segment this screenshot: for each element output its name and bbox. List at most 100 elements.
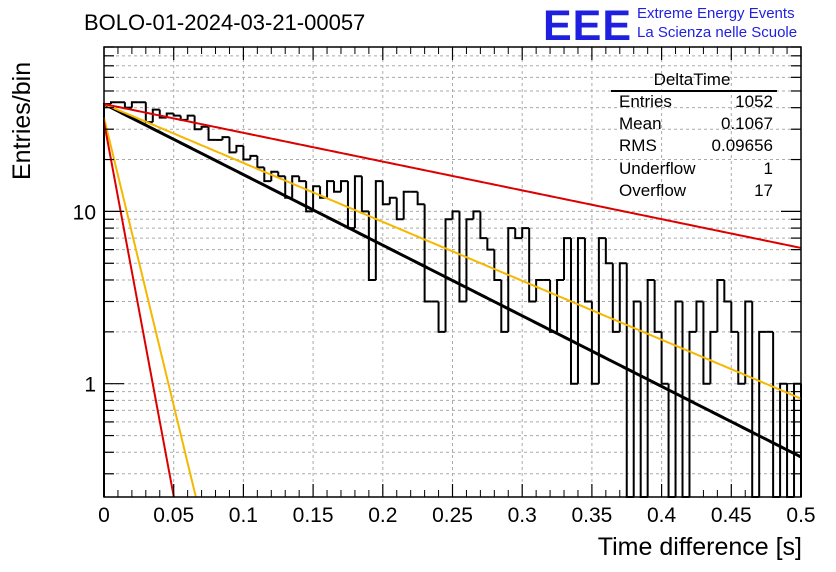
stats-box: DeltaTime Entries 1052 Mean 0.1067 RMS 0.09… [611, 70, 777, 202]
histogram-bin [563, 237, 571, 280]
histogram-bin [597, 237, 606, 384]
histogram-bin [514, 228, 523, 240]
histogram-bin [549, 279, 558, 333]
histogram-bin [751, 301, 760, 498]
histogram-bin [758, 330, 767, 497]
histogram-bin [709, 330, 718, 384]
histogram-bin [472, 210, 481, 220]
y-tick-label: 10 [73, 201, 96, 224]
histogram-bin [500, 279, 509, 333]
x-tick-label: 0.2 [368, 504, 397, 527]
x-tick-label: 0.05 [153, 504, 194, 527]
fit-curve [103, 103, 802, 400]
stats-value: 17 [754, 180, 773, 200]
stats-row-mean: Mean 0.1067 [611, 113, 773, 135]
histogram-bin [312, 185, 321, 212]
stats-row-overflow: Overflow 17 [611, 180, 773, 202]
histogram-bin [270, 170, 279, 182]
histogram-bin [256, 155, 265, 169]
histogram-bin [395, 197, 404, 221]
histogram-bin [702, 301, 711, 385]
fit-curve [103, 102, 802, 459]
x-tick-label: 0.5 [786, 504, 815, 527]
histogram-bin [458, 211, 467, 303]
histogram-bin [618, 262, 627, 332]
histogram-bin [228, 137, 237, 154]
histogram-bin [583, 238, 592, 303]
stats-value: 0.1067 [721, 114, 773, 134]
histogram-bin [374, 180, 383, 280]
tick-labels: 0 0.05 0.1 0.15 0.2 0.25 0.3 0.35 0.4 0.45 0.5 1 10 [73, 201, 816, 527]
logo-caption: Extreme Energy Events La Scienza nelle S… [637, 4, 797, 42]
histogram-bin [151, 108, 160, 123]
histogram-bin [388, 196, 397, 205]
histogram-bin [576, 237, 585, 384]
fit-curve [103, 117, 197, 498]
histogram-bin [123, 102, 132, 109]
histogram-bin [716, 278, 725, 332]
x-tick-label: 0.25 [432, 504, 473, 527]
histogram-bin [402, 190, 411, 220]
histogram-bin [416, 191, 425, 206]
histogram-bin [235, 144, 244, 153]
histogram-bin [249, 154, 258, 160]
histogram-bin [423, 204, 432, 303]
logo-line-1: Extreme Energy Events [637, 5, 795, 22]
histogram-bin [772, 331, 781, 498]
histogram-bin [493, 249, 502, 281]
histogram-bin [291, 175, 300, 198]
stats-row-entries: Entries 1052 [611, 91, 773, 113]
fit-curves [103, 102, 802, 498]
histogram-bin [486, 238, 495, 251]
stats-label: Mean [619, 114, 662, 134]
x-tick-label: 0.45 [711, 504, 752, 527]
histogram-bin [353, 175, 362, 229]
histogram-bin [172, 113, 181, 117]
histogram-bin [556, 278, 565, 332]
histogram-bin [103, 103, 111, 497]
eee-logo: EEE [543, 2, 633, 50]
histogram-bin [632, 300, 641, 497]
histogram-bin [535, 278, 544, 302]
histogram-bin [207, 126, 216, 141]
histogram-bin [381, 181, 390, 206]
histogram-bin [109, 101, 118, 105]
stats-label: Overflow [619, 180, 687, 200]
histogram-bin [744, 300, 753, 384]
y-axis-label: Entries/bin [8, 61, 36, 180]
histogram-bin [305, 181, 314, 213]
histogram-bin [479, 211, 488, 240]
histogram-bin [360, 176, 369, 213]
histogram-bin [339, 180, 348, 192]
stats-divider [611, 90, 777, 92]
histogram-bin [646, 278, 655, 497]
y-tick-label: 1 [84, 374, 96, 397]
fit-curve [103, 103, 802, 249]
histogram-bin [695, 300, 704, 332]
stats-value: 0.09656 [711, 136, 773, 156]
histogram-bin [604, 238, 613, 265]
stats-row-underflow: Underflow 1 [611, 158, 773, 180]
histogram-bin [130, 101, 139, 108]
grid-lines [104, 46, 801, 497]
histogram-bin [200, 125, 209, 130]
histogram-bin [333, 181, 341, 193]
histogram-bin [465, 218, 474, 302]
x-tick-label: 0.15 [293, 504, 334, 527]
histogram-bin [193, 115, 202, 131]
run-title: BOLO-01-2024-03-21-00057 [84, 10, 366, 35]
histogram-bin [326, 180, 335, 198]
stats-label: Underflow [619, 158, 696, 178]
x-tick-label: 0 [98, 504, 110, 527]
fit-curve [103, 121, 175, 498]
x-tick-label: 0.3 [508, 504, 537, 527]
histogram-bin [737, 331, 746, 385]
histogram-bin [242, 145, 251, 161]
histogram-bin [298, 176, 307, 183]
histogram-bin [688, 330, 697, 497]
logo-line-2: La Scienza nelle Scuole [637, 24, 798, 41]
histogram-bin [437, 301, 446, 333]
histogram-bin [653, 279, 662, 333]
x-tick-label: 0.4 [647, 504, 677, 527]
